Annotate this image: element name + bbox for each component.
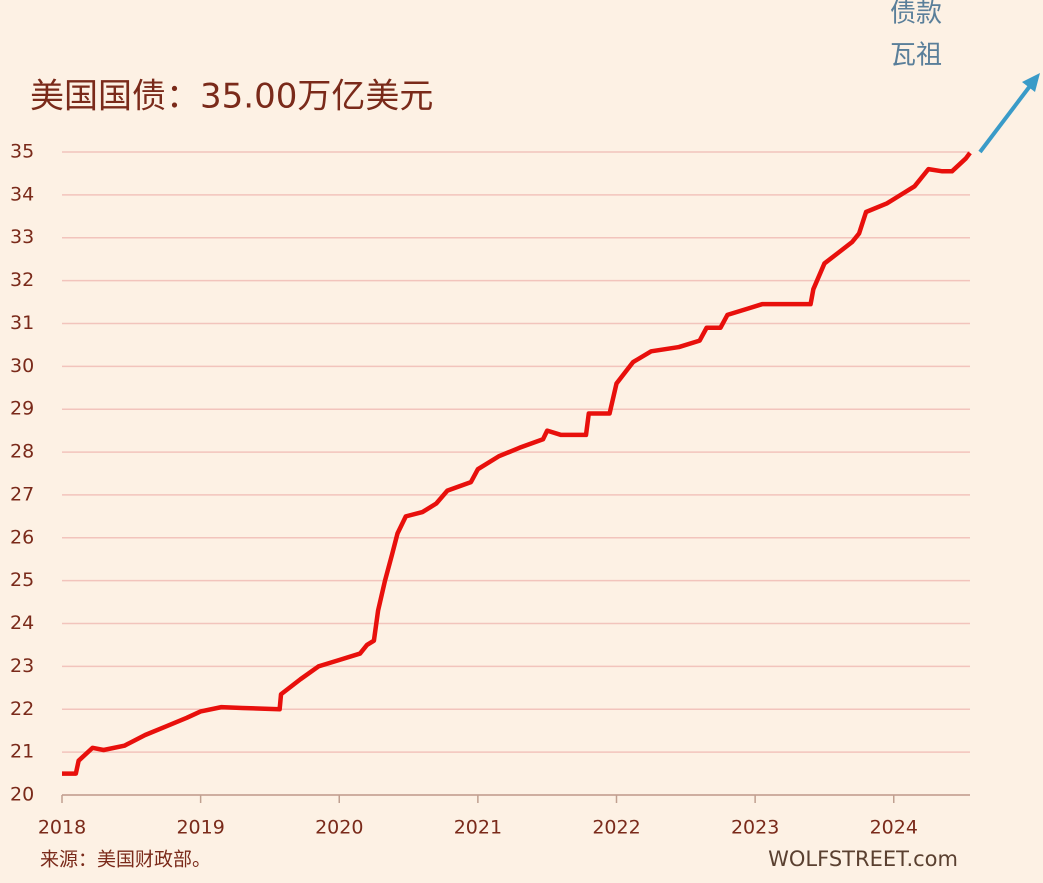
x-tick-label: 2022 (592, 817, 640, 839)
y-tick-label: 26 (10, 526, 34, 548)
y-tick-label: 32 (10, 269, 34, 291)
y-tick-label: 28 (10, 441, 34, 463)
y-tick-label: 33 (10, 226, 34, 248)
x-tick-label: 2018 (38, 817, 86, 839)
annotation: 瓦祖 (890, 41, 942, 71)
chart-title: 美国国债：35.00万亿美元 (30, 77, 433, 117)
annotation: 债款 (890, 0, 942, 29)
line (62, 151, 972, 776)
y-tick-label: 24 (10, 612, 34, 634)
y-tick-label: 34 (10, 183, 34, 205)
credit: WOLFSTREET.com (768, 847, 958, 871)
arrow (978, 73, 1040, 154)
x-tick-label: 2019 (176, 817, 224, 839)
source: 来源：美国财政部。 (40, 849, 211, 871)
y-tick-label: 25 (10, 569, 34, 591)
x-tick-label: 2023 (731, 817, 779, 839)
y-tick-label: 21 (10, 741, 34, 763)
y-tick-label: 30 (10, 355, 34, 377)
y-tick-label: 27 (10, 483, 34, 505)
y-tick-label: 23 (10, 655, 34, 677)
y-tick-label: 31 (10, 312, 34, 334)
y-tick-label: 22 (10, 698, 34, 720)
x-tick-label: 2020 (315, 817, 363, 839)
y-tick-label: 20 (10, 784, 34, 806)
y-tick-label: 29 (10, 398, 34, 420)
y-tick-label: 35 (10, 141, 34, 163)
x-tick-label: 2024 (870, 817, 918, 839)
x-tick-label: 2021 (454, 817, 502, 839)
